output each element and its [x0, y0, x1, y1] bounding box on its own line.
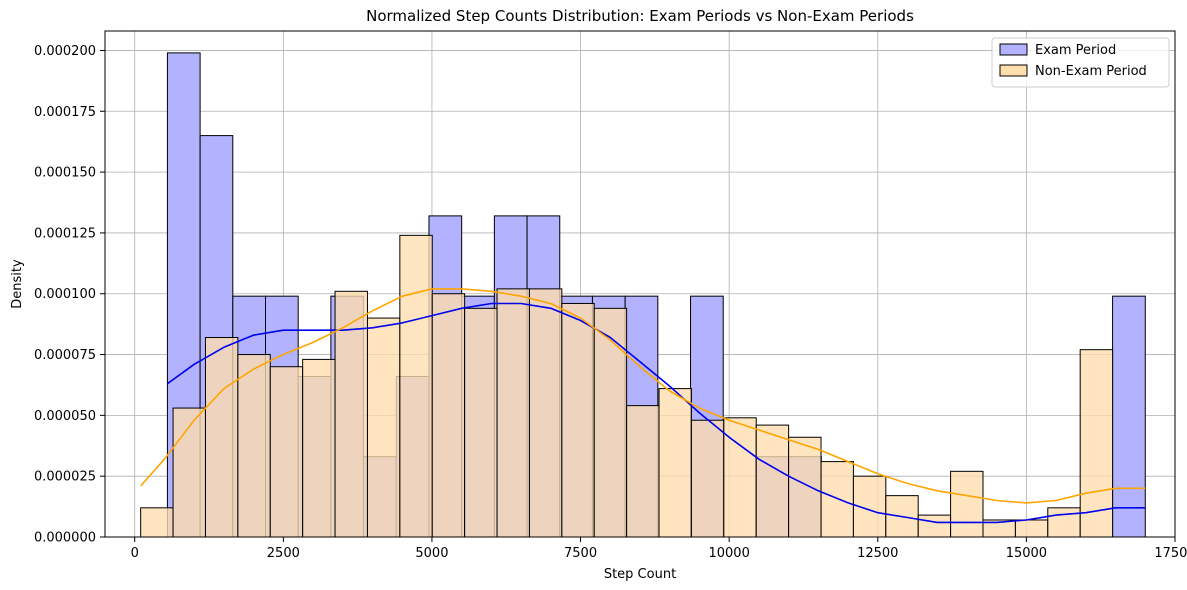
x-tick-label: 5000 — [415, 546, 448, 561]
bar-non-exam-period — [269, 366, 304, 538]
y-tick-label: 0.000025 — [34, 470, 96, 485]
kde-curves — [140, 288, 1146, 524]
legend-swatch-non-exam-period — [999, 64, 1028, 77]
y-tick-label: 0.000125 — [34, 226, 96, 241]
bar-non-exam-period — [755, 424, 790, 538]
bar-exam-period — [1112, 295, 1146, 538]
kde-line-non-exam-period — [140, 288, 1146, 504]
histogram-bars — [140, 52, 1146, 538]
y-tick-label: 0.000200 — [34, 44, 96, 59]
plot-frame — [104, 30, 1176, 538]
bar-non-exam-period — [302, 358, 336, 538]
y-tick-label: 0.000100 — [34, 287, 96, 302]
x-tick-label: 2500 — [267, 546, 300, 561]
bars-non-exam-period — [140, 234, 1114, 538]
y-tick-label: 0.000000 — [34, 531, 96, 546]
bar-non-exam-period — [788, 436, 822, 538]
kde-line-exam-period — [166, 302, 1146, 524]
bar-non-exam-period — [917, 514, 952, 538]
x-tick-label: 12500 — [857, 546, 898, 561]
chart-title: Normalized Step Counts Distribution: Exa… — [366, 7, 914, 25]
x-tick-label: 7500 — [564, 546, 597, 561]
bar-non-exam-period — [431, 293, 466, 538]
legend-label-non-exam-period: Non-Exam Period — [1035, 64, 1147, 79]
y-tick-label: 0.000075 — [34, 348, 96, 363]
bar-non-exam-period — [626, 405, 660, 538]
bar-non-exam-period — [140, 507, 174, 538]
bar-non-exam-period — [334, 290, 368, 538]
bar-non-exam-period — [464, 307, 498, 538]
bar-non-exam-period — [658, 388, 692, 538]
legend-label-exam-period: Exam Period — [1035, 43, 1116, 58]
bar-non-exam-period — [561, 302, 595, 538]
x-tick-label: 10000 — [708, 546, 749, 561]
bar-non-exam-period — [723, 417, 757, 538]
bar-non-exam-period — [237, 354, 271, 538]
bar-non-exam-period — [593, 307, 628, 538]
y-tick-label: 0.000050 — [34, 409, 96, 424]
x-tick-label: 15000 — [1006, 546, 1047, 561]
y-tick-label: 0.000175 — [34, 105, 96, 120]
bar-non-exam-period — [1079, 349, 1114, 538]
bar-non-exam-period — [204, 337, 239, 538]
legend-swatch-exam-period — [999, 43, 1028, 56]
y-tick-label: 0.000150 — [34, 166, 96, 181]
x-tick-label: 0 — [131, 546, 139, 561]
bar-non-exam-period — [950, 470, 984, 538]
bar-non-exam-period — [496, 288, 530, 538]
x-axis-label: Step Count — [604, 567, 676, 582]
bar-non-exam-period — [366, 317, 401, 538]
legend-box — [991, 37, 1170, 88]
bar-non-exam-period — [399, 234, 433, 538]
y-axis-label: Density — [10, 259, 25, 309]
bar-non-exam-period — [1047, 507, 1081, 538]
bar-non-exam-period — [690, 419, 725, 538]
bar-non-exam-period — [1014, 519, 1049, 538]
legend: Exam Period Non-Exam Period — [991, 37, 1170, 88]
bar-non-exam-period — [528, 288, 563, 538]
